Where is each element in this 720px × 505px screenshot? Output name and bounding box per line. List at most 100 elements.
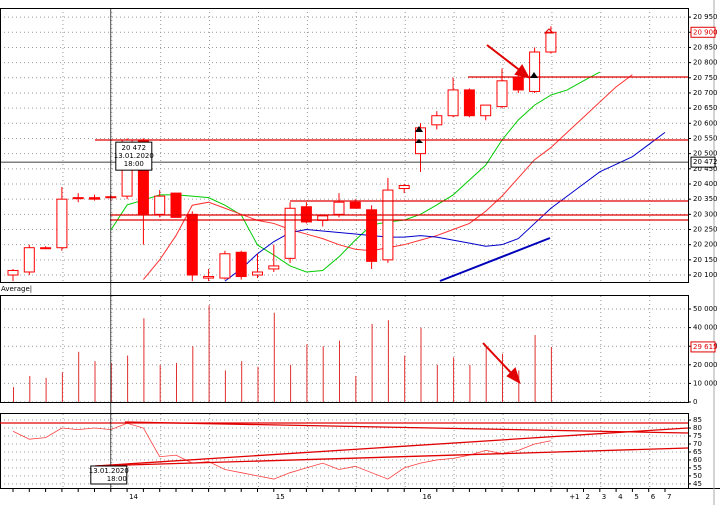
y-tick-label: 65 xyxy=(693,448,702,456)
x-tick-label: 7 xyxy=(667,493,671,501)
volume-bar xyxy=(257,366,259,402)
y-tick-label: 20 100 xyxy=(693,271,718,279)
volume-bar xyxy=(45,377,47,402)
x-tick-label: 5 xyxy=(634,493,638,501)
y-tick-label: 50 xyxy=(693,472,702,480)
y-tick-label: 0 xyxy=(693,398,697,406)
y-tick-label: 20 800 xyxy=(693,59,718,67)
volume-bar xyxy=(518,370,520,402)
y-tick-label: 55 xyxy=(693,464,702,472)
candle-body xyxy=(382,189,394,261)
volume-bar xyxy=(94,361,96,402)
volume-bar xyxy=(192,346,194,402)
volume-bar xyxy=(110,362,112,402)
date-tooltip-time: 18:00 xyxy=(107,475,127,483)
candle-body xyxy=(203,276,215,279)
y-tick-label: 20 400 xyxy=(693,180,718,188)
candle-body xyxy=(300,206,312,223)
current-volume-box xyxy=(690,341,716,353)
plot-layer xyxy=(0,8,688,488)
y-tick-label: 20 350 xyxy=(693,195,718,203)
y-tick-label: 20 250 xyxy=(693,226,718,234)
volume-bar xyxy=(453,357,455,402)
volume-bar xyxy=(208,305,210,402)
tooltip-date: 13.01.2020 xyxy=(114,152,154,160)
x-tick-label: +1 xyxy=(569,493,579,501)
panel-plot xyxy=(0,419,688,485)
y-tick-label: 50 000 xyxy=(693,305,718,313)
candle-body xyxy=(480,104,492,117)
volume-bar xyxy=(387,320,389,402)
y-tick-label: 20 850 xyxy=(693,43,718,51)
volume-bar xyxy=(322,346,324,402)
x-tick-label: 6 xyxy=(651,493,656,501)
volume-bar xyxy=(550,346,552,402)
candle-body xyxy=(40,247,52,250)
crosshair-axis-box xyxy=(690,156,716,168)
candle-body xyxy=(268,265,280,270)
candle-body xyxy=(284,207,296,259)
candle-body xyxy=(7,269,19,276)
crosshair-tooltip xyxy=(115,141,153,171)
x-tick-label: 2 xyxy=(586,493,590,501)
volume-bar xyxy=(436,364,438,402)
volume-bar xyxy=(306,344,308,402)
arrows xyxy=(482,44,530,385)
current-price-box xyxy=(690,26,716,38)
volume-bar xyxy=(420,327,422,402)
volume-bar xyxy=(61,372,63,402)
volume-bar xyxy=(371,323,373,402)
volume-bar xyxy=(143,318,145,402)
volume-bar xyxy=(78,351,80,402)
y-tick-label: 20 150 xyxy=(693,256,718,264)
candle-body xyxy=(235,251,247,278)
candle-body xyxy=(398,185,410,190)
y-tick-label: 20 750 xyxy=(693,74,718,82)
volume-bar xyxy=(404,355,406,402)
x-tick-label: 16 xyxy=(423,493,432,501)
candle-body xyxy=(333,201,345,215)
signal-markers xyxy=(415,28,555,143)
crosshair-axis-label: 20 472 xyxy=(693,158,718,166)
candle-body xyxy=(72,197,84,200)
y-tick-label: 75 xyxy=(693,432,702,440)
candle-body xyxy=(512,77,524,91)
candle-body xyxy=(23,247,35,273)
candle-body xyxy=(89,197,100,200)
candle-body xyxy=(529,51,541,92)
volume-bar xyxy=(469,364,471,402)
y-tick-label: 20 550 xyxy=(693,134,718,142)
candle-body xyxy=(170,192,182,218)
tooltip-time: 18:00 xyxy=(124,160,144,168)
current-volume-label: 29 615 xyxy=(693,343,718,351)
date-tooltip xyxy=(90,465,128,485)
volume-bar xyxy=(176,362,177,402)
volume-bar xyxy=(127,355,129,402)
volume-bar xyxy=(224,370,226,402)
candle-body xyxy=(219,253,231,279)
y-tick-label: 45 xyxy=(693,480,702,488)
indicator-line xyxy=(12,422,551,480)
candle-body xyxy=(447,89,459,117)
y-tick-label: 40 000 xyxy=(693,324,718,332)
volume-bar xyxy=(290,364,292,402)
candle-body xyxy=(496,80,508,108)
level-lines xyxy=(95,76,688,221)
x-tick-label: 3 xyxy=(602,493,606,501)
y-tick-label: 10 000 xyxy=(693,379,718,387)
candle-body xyxy=(252,271,263,276)
indicator-line xyxy=(224,132,666,282)
y-tick-label: 20 000 xyxy=(693,361,718,369)
y-tick-label: 85 xyxy=(693,416,702,424)
volume-bar xyxy=(159,364,161,402)
y-tick-label: 80 xyxy=(693,424,702,432)
candle-body xyxy=(545,31,557,53)
y-tick-label: 20 650 xyxy=(693,104,718,112)
volume-bar xyxy=(485,346,487,402)
rsi-trend-lines xyxy=(0,421,689,467)
y-tick-label: 20 500 xyxy=(693,150,718,158)
y-tick-label: 20 600 xyxy=(693,119,718,127)
x-tick-label: 15 xyxy=(276,493,285,501)
